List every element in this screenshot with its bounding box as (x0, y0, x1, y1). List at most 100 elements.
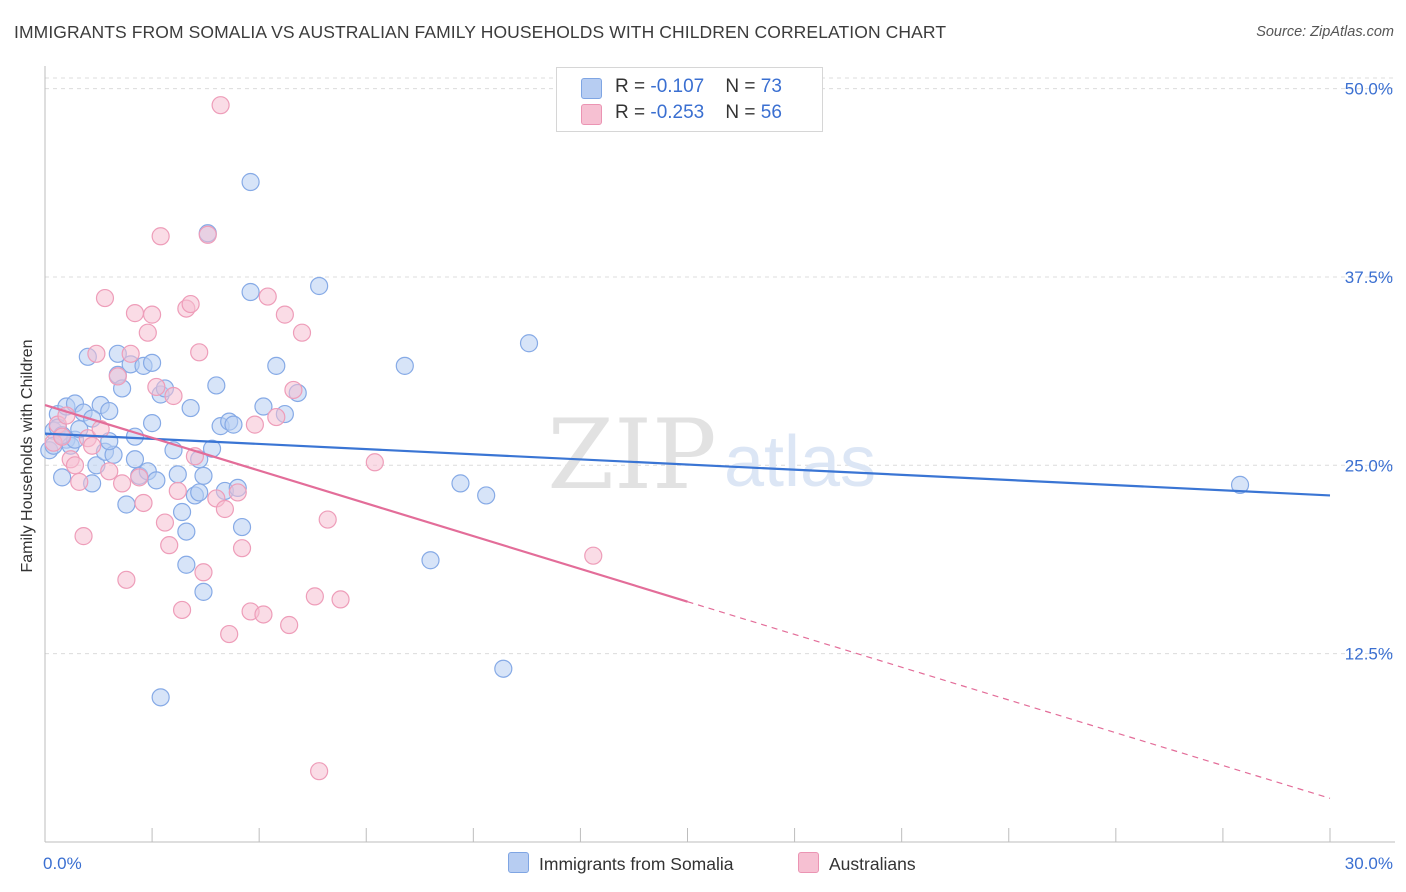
point-somalia (142, 414, 162, 433)
point-somalia (142, 353, 162, 372)
point-somalia (147, 471, 166, 490)
point-australians (310, 762, 329, 781)
point-australians (74, 527, 93, 546)
grid-layer (45, 77, 1395, 655)
point-somalia (395, 356, 414, 375)
x-tick-label: 30.0% (1345, 854, 1393, 873)
legend-r-label: R = (615, 102, 651, 123)
point-australians (292, 323, 312, 342)
point-australians (258, 287, 277, 306)
point-australians (305, 587, 324, 606)
legend-r-label: R = (615, 76, 651, 97)
point-australians (318, 510, 337, 529)
point-australians (280, 615, 299, 635)
point-somalia (254, 397, 273, 416)
trend-line-somalia (44, 432, 1331, 497)
point-australians (65, 456, 85, 475)
bottom-legend-swatch-blue (508, 852, 529, 873)
point-somalia (232, 517, 252, 537)
bottom-legend-label: Immigrants from Somalia (539, 854, 734, 874)
trend-line-australians-extrapolated (687, 601, 1331, 799)
point-somalia (100, 401, 119, 421)
point-australians (194, 563, 213, 582)
x-tick-label: 0.0% (43, 854, 82, 873)
point-australians (190, 343, 209, 362)
watermark-atlas: atlas (724, 422, 876, 502)
point-australians (108, 367, 127, 386)
point-australians (215, 499, 234, 519)
point-australians (275, 305, 294, 324)
points-layer (40, 96, 1250, 781)
legend-swatch-blue (581, 78, 602, 99)
watermark-zip: ZIP (547, 399, 716, 511)
point-australians (87, 344, 106, 363)
point-australians (117, 570, 136, 589)
point-somalia (177, 522, 196, 541)
point-somalia (151, 688, 170, 707)
tick-label-layer: 12.5% 25.0% 37.5% 50.0% 0.0% 30.0% (43, 80, 1393, 873)
point-somalia (241, 282, 260, 302)
point-australians (232, 539, 252, 558)
y-tick-label: 50.0% (1345, 80, 1393, 99)
point-somalia (181, 398, 200, 418)
point-somalia (190, 483, 209, 502)
point-somalia (1230, 475, 1250, 494)
y-tick-label: 37.5% (1345, 268, 1393, 287)
point-somalia (53, 468, 72, 487)
bottom-legend-somalia: Immigrants from Somalia (508, 852, 734, 875)
trend-layer (44, 403, 1331, 799)
point-somalia (310, 276, 329, 296)
point-somalia (451, 474, 470, 493)
point-australians (95, 288, 115, 308)
point-australians (267, 407, 286, 427)
point-australians (164, 386, 183, 406)
legend-n-value: 73 (760, 76, 782, 97)
point-australians (254, 605, 273, 624)
point-australians (70, 472, 89, 491)
point-australians (134, 493, 153, 513)
point-australians (211, 96, 230, 115)
point-australians (100, 462, 119, 481)
point-somalia (168, 465, 187, 484)
point-australians (91, 420, 110, 439)
point-somalia (241, 172, 260, 192)
point-australians (121, 344, 140, 363)
bottom-legend-swatch-pink (798, 852, 819, 873)
point-australians (172, 600, 192, 620)
point-australians (331, 590, 350, 609)
point-somalia (519, 334, 539, 353)
point-somalia (117, 495, 136, 514)
point-somalia (194, 582, 213, 601)
point-australians (228, 483, 247, 502)
point-somalia (421, 551, 440, 570)
point-australians (168, 481, 187, 501)
point-australians (220, 624, 239, 644)
point-somalia (224, 415, 243, 434)
stats-legend: R = -0.107 N = 73 R = -0.253 N = 56 (556, 67, 823, 132)
point-somalia (172, 502, 192, 522)
point-australians (155, 513, 175, 532)
point-australians (112, 474, 132, 493)
point-australians (181, 294, 200, 314)
point-australians (198, 225, 217, 244)
point-somalia (177, 555, 196, 574)
legend-n-label: N = (725, 76, 761, 97)
point-australians (83, 436, 102, 455)
source-label: Source: ZipAtlas.com (1256, 24, 1394, 40)
point-somalia (477, 486, 496, 505)
point-australians (584, 546, 603, 565)
legend-swatch-pink (581, 104, 602, 125)
legend-r-value: -0.253 (650, 102, 705, 123)
point-australians (147, 377, 166, 397)
legend-n-label: N = (725, 102, 761, 123)
point-australians (365, 453, 384, 472)
point-australians (130, 468, 149, 487)
bottom-legend-label: Australians (829, 854, 916, 874)
legend-n-value: 56 (760, 102, 782, 123)
point-australians (245, 415, 264, 434)
point-australians (138, 323, 157, 342)
point-somalia (194, 466, 213, 485)
point-somalia (494, 659, 513, 678)
watermark: ZIP atlas (547, 399, 876, 511)
bottom-legend-australians: Australians (798, 852, 916, 875)
